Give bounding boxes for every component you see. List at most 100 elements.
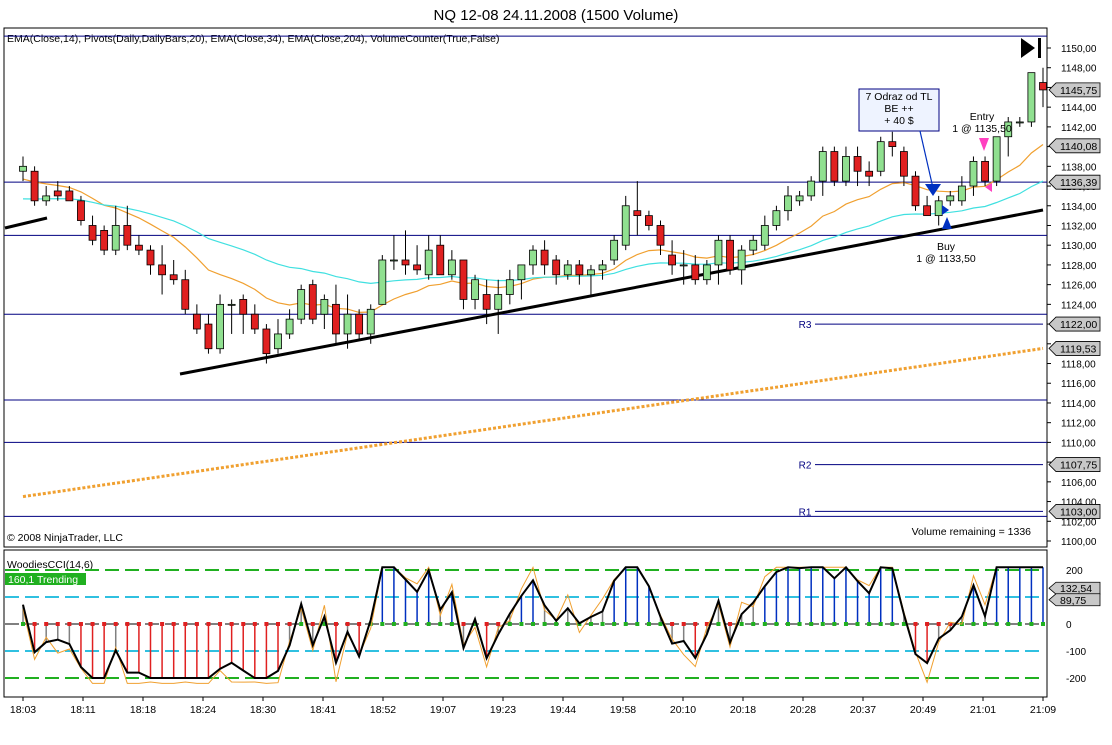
- cci-zero-dot: [983, 622, 988, 626]
- candle-body: [181, 279, 190, 310]
- candle: [969, 156, 978, 196]
- ema14-line: [22, 144, 1044, 314]
- cci-zero-dot: [241, 622, 246, 626]
- candle-body: [992, 136, 1001, 182]
- svg-text:1140,08: 1140,08: [1060, 141, 1097, 153]
- candle-body: [702, 264, 711, 281]
- candle-body: [250, 313, 259, 330]
- candle: [135, 235, 143, 256]
- chart-title: NQ 12-08 24.11.2008 (1500 Volume): [434, 7, 679, 24]
- cci-zero-dot: [612, 622, 617, 626]
- price-tick-label: 1132,00: [1061, 221, 1097, 232]
- candle: [459, 259, 468, 310]
- candle: [726, 235, 734, 275]
- cci-zero-dot: [704, 622, 709, 626]
- candle-body: [668, 254, 676, 266]
- price-marker-r1: 1103,00: [1048, 504, 1101, 519]
- annotation-line3: + 40 $: [884, 115, 914, 127]
- cci-zero-dot: [855, 622, 860, 626]
- candle: [274, 319, 282, 354]
- candle: [621, 195, 630, 251]
- candle-body: [598, 264, 607, 271]
- candle: [1015, 117, 1024, 127]
- candle: [436, 235, 445, 276]
- trade-annotation: 7 Odraz od TL BE ++ + 40 $: [858, 88, 941, 196]
- cci-zero-dot: [623, 622, 628, 626]
- candle: [181, 269, 190, 315]
- cci-zero-dot: [345, 622, 350, 626]
- cci-zero-dot: [287, 622, 292, 626]
- candle: [19, 156, 27, 182]
- candle: [633, 181, 642, 236]
- time-tick-label: 19:07: [430, 704, 456, 716]
- trendlines: [4, 208, 1044, 376]
- cci-zero-dot: [403, 622, 408, 626]
- candle: [517, 264, 526, 300]
- cci-zero-dot: [310, 622, 315, 626]
- candle-body: [946, 195, 955, 202]
- time-tick-label: 20:49: [910, 704, 936, 716]
- candle-body: [888, 141, 897, 147]
- scroll-to-end-icon[interactable]: [1021, 38, 1041, 58]
- cci-zero-dot: [519, 622, 524, 626]
- candle: [390, 235, 398, 270]
- cci-zero-dot: [357, 622, 362, 626]
- candle: [656, 220, 665, 256]
- svg-text:89,75: 89,75: [1060, 595, 1086, 607]
- candle-body: [760, 225, 769, 246]
- entry-label: Entry: [970, 111, 995, 123]
- candle-body: [726, 239, 734, 271]
- price-tick-label: 1110,00: [1061, 438, 1096, 449]
- copyright-text: © 2008 NinjaTrader, LLC: [7, 532, 123, 544]
- candle: [784, 186, 792, 221]
- cci-zero-dot: [461, 622, 466, 626]
- cci-zero-dot: [67, 622, 72, 626]
- candle-body: [552, 259, 561, 276]
- cci-zero-dot: [774, 622, 779, 626]
- candle-body: [308, 284, 317, 320]
- candle: [169, 259, 178, 285]
- cci-tick-label: 0: [1066, 620, 1072, 631]
- candle: [343, 294, 352, 349]
- candle-body: [88, 225, 97, 241]
- candle: [285, 309, 294, 339]
- candle: [297, 284, 306, 325]
- candle: [876, 136, 885, 177]
- candle-body: [355, 313, 364, 335]
- candle: [227, 299, 236, 334]
- time-tick-label: 18:41: [310, 704, 336, 716]
- cci-zero-dot: [368, 622, 373, 626]
- time-tick-label: 20:28: [790, 704, 816, 716]
- candle-body: [981, 160, 989, 182]
- candle-body: [413, 264, 421, 271]
- price-tick-label: 1142,00: [1061, 123, 1097, 134]
- candle: [401, 230, 410, 275]
- cci-zero-dot: [380, 622, 385, 626]
- candle: [308, 279, 317, 325]
- time-tick-label: 19:58: [610, 704, 636, 716]
- candle-body: [830, 151, 839, 182]
- candle: [216, 294, 224, 354]
- cci-zero-dot: [670, 622, 675, 626]
- candle-body: [401, 259, 410, 266]
- candle: [123, 205, 132, 251]
- buy-marker: Buy 1 @ 1133,50: [916, 205, 976, 265]
- candle: [691, 255, 700, 285]
- candle: [158, 245, 166, 295]
- buy-arrow-up-icon: [942, 217, 952, 229]
- candle: [77, 195, 85, 226]
- price-tick-label: 1126,00: [1061, 281, 1097, 292]
- cci-tick-label: -100: [1066, 647, 1086, 658]
- cci-zero-dot: [890, 622, 895, 626]
- cci-zero-dot: [925, 622, 930, 626]
- candle: [830, 146, 839, 187]
- candle: [482, 279, 491, 325]
- candle-body: [459, 259, 468, 300]
- cci-zero-dot: [276, 622, 280, 626]
- candle: [923, 195, 931, 217]
- cci-zero-dot: [415, 622, 420, 626]
- candle: [204, 314, 213, 354]
- cci-zero-dot: [252, 622, 257, 626]
- turbo-cci-line: [22, 565, 1043, 684]
